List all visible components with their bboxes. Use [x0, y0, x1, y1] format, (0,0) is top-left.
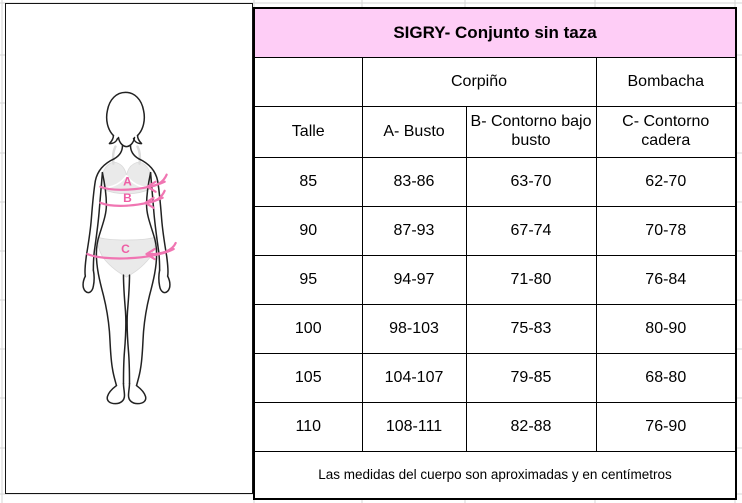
- table-row: 105 104-107 79-85 68-80: [253, 353, 737, 403]
- size-cell: 71-80: [465, 255, 597, 305]
- size-cell: 75-83: [465, 304, 597, 354]
- size-cell: 105: [253, 353, 363, 403]
- column-header-cadera: C- Contorno cadera: [595, 106, 737, 158]
- column-header-row: Talle A- Busto B- Contorno bajo busto C-…: [253, 106, 737, 158]
- measure-label-a: A: [123, 175, 132, 189]
- table-title: SIGRY- Conjunto sin taza: [253, 7, 737, 58]
- measure-label-c: C: [121, 242, 130, 256]
- group-header-corpino: Corpiño: [361, 57, 597, 107]
- group-header-row: Corpiño Bombacha: [253, 57, 737, 107]
- size-cell: 108-111: [361, 402, 467, 452]
- table-row: 90 87-93 67-74 70-78: [253, 206, 737, 256]
- underbust-measure-arrow: [99, 189, 166, 209]
- group-header-bombacha: Bombacha: [595, 57, 737, 107]
- size-cell: 76-84: [595, 255, 737, 305]
- hip-measure-arrow: [86, 241, 177, 261]
- size-cell: 80-90: [595, 304, 737, 354]
- measure-label-b: B: [123, 191, 132, 205]
- size-cell: 63-70: [465, 157, 597, 207]
- size-cell: 79-85: [465, 353, 597, 403]
- column-header-bajo-busto: B- Contorno bajo busto: [465, 106, 597, 158]
- size-cell: 95: [253, 255, 363, 305]
- size-cell: 76-90: [595, 402, 737, 452]
- table-row: 95 94-97 71-80 76-84: [253, 255, 737, 305]
- size-cell: 98-103: [361, 304, 467, 354]
- size-cell: 104-107: [361, 353, 467, 403]
- size-cell: 62-70: [595, 157, 737, 207]
- column-header-talle: Talle: [253, 106, 363, 158]
- bust-measure-arrow: [99, 173, 168, 193]
- size-rows: 85 83-86 63-70 62-70 90 87-93 67-74 70-78 95 94-9…: [253, 157, 737, 452]
- size-cell: 85: [253, 157, 363, 207]
- group-header-empty: [253, 57, 363, 107]
- size-cell: 68-80: [595, 353, 737, 403]
- size-cell: 110: [253, 402, 363, 452]
- body-outline: [82, 91, 171, 405]
- figure-panel: A B C: [5, 3, 253, 494]
- panties-graphic: [96, 236, 157, 278]
- title-row: SIGRY- Conjunto sin taza: [253, 7, 737, 58]
- size-cell: 70-78: [595, 206, 737, 256]
- table-row: 85 83-86 63-70 62-70: [253, 157, 737, 207]
- size-cell: 100: [253, 304, 363, 354]
- body-measurement-figure: A B C: [82, 91, 177, 405]
- size-cell: 82-88: [465, 402, 597, 452]
- size-cell: 67-74: [465, 206, 597, 256]
- table-row: 100 98-103 75-83 80-90: [253, 304, 737, 354]
- table-row: 110 108-111 82-88 76-90: [253, 402, 737, 452]
- size-cell: 90: [253, 206, 363, 256]
- footnote-row: Las medidas del cuerpo son aproximadas y…: [253, 451, 737, 500]
- size-cell: 83-86: [361, 157, 467, 207]
- footnote: Las medidas del cuerpo son aproximadas y…: [253, 451, 737, 500]
- size-cell: 87-93: [361, 206, 467, 256]
- column-header-busto: A- Busto: [361, 106, 467, 158]
- size-cell: 94-97: [361, 255, 467, 305]
- size-chart-table: SIGRY- Conjunto sin taza Corpiño Bombach…: [253, 7, 738, 500]
